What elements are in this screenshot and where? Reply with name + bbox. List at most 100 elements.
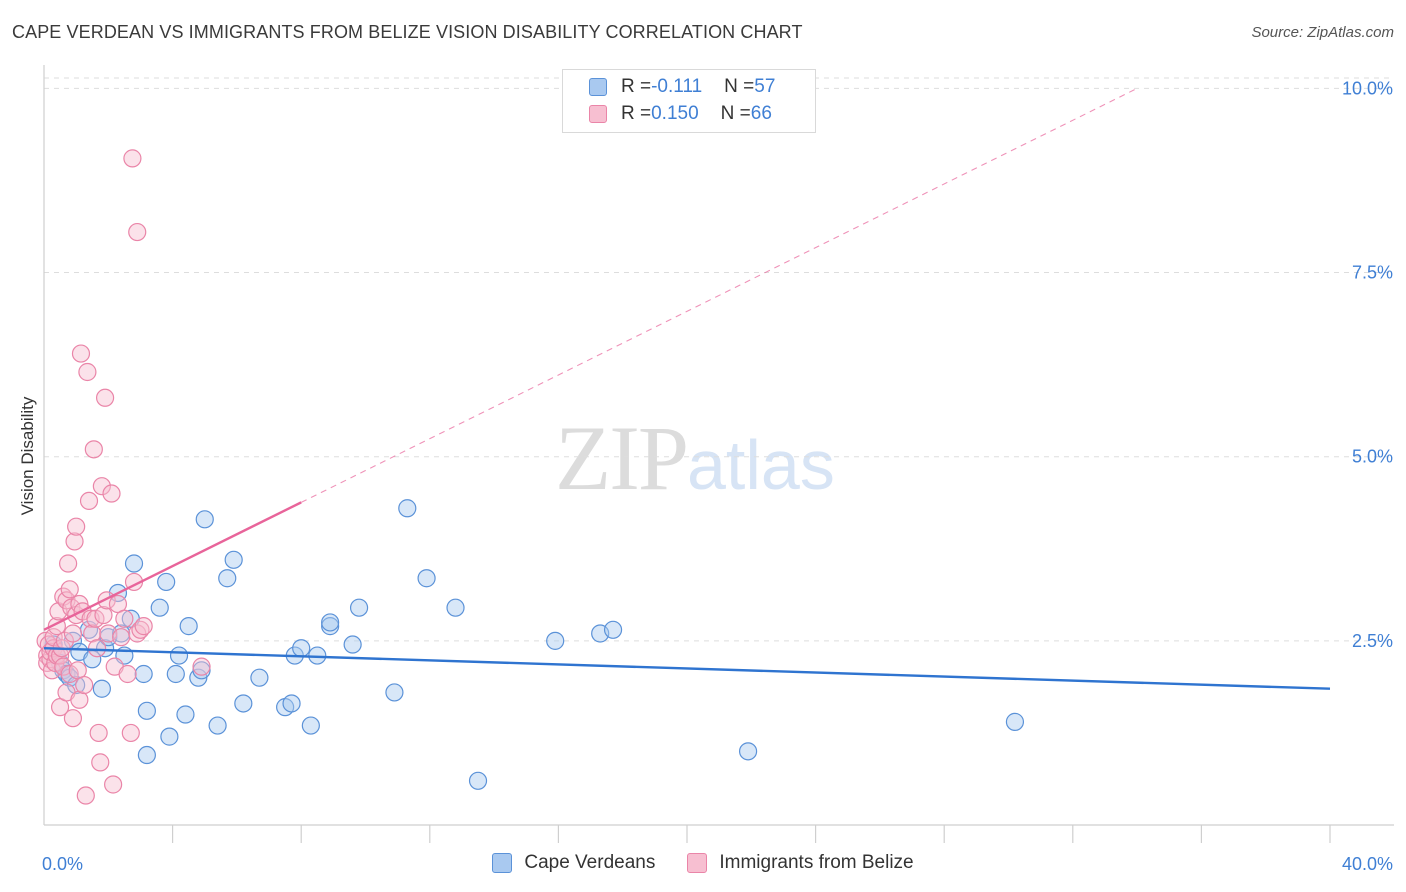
belize-point bbox=[50, 646, 70, 665]
series-legend: Cape Verdeans Immigrants from Belize bbox=[0, 852, 1406, 874]
n-label: N = bbox=[720, 103, 751, 124]
x-tick-label: 0.0% bbox=[42, 854, 83, 874]
belize-point bbox=[78, 362, 97, 382]
belize-point bbox=[134, 617, 153, 636]
legend-label: Immigrants from Belize bbox=[719, 852, 914, 873]
belize-point bbox=[54, 657, 73, 676]
belize-trend-line bbox=[43, 501, 302, 631]
belize-point bbox=[83, 624, 102, 643]
legend-item-belize[interactable]: Immigrants from Belize bbox=[687, 852, 914, 874]
belize-point bbox=[112, 628, 131, 647]
belize-trend-extension bbox=[300, 87, 1138, 503]
y-tick-label: 2.5% bbox=[1352, 631, 1393, 651]
belize-point bbox=[65, 532, 84, 551]
belize-point bbox=[95, 388, 115, 407]
legend-row-belize: R = 0.150 N = 66 bbox=[589, 103, 772, 125]
x-tick-label: 40.0% bbox=[1342, 854, 1393, 874]
axes bbox=[43, 65, 1394, 843]
r-value: -0.111 bbox=[651, 76, 703, 97]
cape-verdean-point bbox=[301, 716, 320, 735]
cape-verdean-point bbox=[169, 646, 189, 665]
cape-verdean-point bbox=[218, 569, 237, 588]
legend-item-cape-verdeans[interactable]: Cape Verdeans bbox=[492, 852, 655, 874]
cape-verdean-point bbox=[1005, 712, 1025, 731]
belize-point bbox=[104, 775, 123, 794]
belize-point bbox=[60, 580, 79, 599]
belize-point bbox=[75, 675, 94, 695]
legend-label: Cape Verdeans bbox=[524, 852, 656, 873]
belize-point bbox=[79, 491, 99, 511]
cape-verdean-point bbox=[195, 510, 214, 529]
cape-verdean-point bbox=[179, 617, 198, 636]
n-value: 57 bbox=[754, 76, 776, 97]
belize-point bbox=[89, 723, 108, 743]
belize-point bbox=[115, 609, 134, 628]
n-label: N = bbox=[724, 76, 755, 97]
y-tick-label: 5.0% bbox=[1352, 447, 1393, 467]
cape-verdean-point bbox=[234, 694, 253, 713]
cape-verdean-point bbox=[292, 639, 311, 658]
r-label: R = bbox=[621, 76, 652, 97]
cape-verdean-point bbox=[343, 635, 362, 654]
belize-point bbox=[87, 639, 107, 658]
blue-swatch-icon bbox=[492, 853, 513, 873]
belize-point bbox=[92, 477, 111, 496]
n-value: 66 bbox=[750, 103, 772, 124]
cape-verdean-point bbox=[176, 705, 195, 724]
belize-point bbox=[84, 440, 103, 459]
cape-verdean-point bbox=[250, 668, 269, 687]
pink-swatch-icon bbox=[589, 105, 607, 123]
cape-verdean-trend-line bbox=[43, 647, 1331, 690]
pink-swatch-icon bbox=[687, 853, 708, 873]
cape-verdean-point bbox=[166, 664, 185, 684]
cape-verdean-point bbox=[208, 716, 227, 735]
cape-verdean-point bbox=[137, 701, 156, 720]
chart-title: CAPE VERDEAN VS IMMIGRANTS FROM BELIZE V… bbox=[12, 22, 803, 42]
belize-point bbox=[63, 709, 83, 728]
belize-point bbox=[102, 484, 121, 503]
cape-verdean-point bbox=[134, 664, 153, 684]
watermark-zip: ZIP bbox=[555, 407, 689, 509]
cape-verdean-point bbox=[446, 598, 465, 617]
cape-verdean-point bbox=[546, 631, 565, 650]
cape-verdean-point bbox=[282, 694, 301, 713]
legend-row-cape-verdeans: R = -0.111 N = 57 bbox=[589, 76, 775, 98]
belize-point bbox=[59, 554, 78, 573]
belize-point bbox=[128, 222, 147, 242]
trend-lines bbox=[43, 87, 1331, 690]
cape-verdean-point bbox=[124, 554, 144, 573]
cape-verdean-point bbox=[603, 620, 623, 639]
belize-point bbox=[70, 690, 89, 709]
belize-point bbox=[67, 517, 86, 536]
cape-verdean-point bbox=[160, 727, 179, 746]
cape-verdean-point bbox=[321, 613, 340, 632]
cape-verdean-point bbox=[150, 598, 169, 617]
belize-point bbox=[94, 605, 113, 625]
belize-point bbox=[76, 786, 95, 805]
r-value: 0.150 bbox=[651, 103, 699, 124]
r-label: R = bbox=[621, 103, 652, 124]
source-credit: Source: ZipAtlas.com bbox=[1251, 24, 1394, 41]
belize-point bbox=[91, 753, 110, 772]
gridlines bbox=[44, 77, 1394, 642]
cape-verdean-point bbox=[137, 745, 156, 765]
cape-verdean-point bbox=[417, 569, 436, 588]
y-tick-label: 10.0% bbox=[1342, 78, 1393, 98]
belize-point bbox=[71, 344, 91, 363]
cape-verdean-point bbox=[468, 771, 488, 790]
watermark: ZIPatlas bbox=[555, 405, 835, 511]
belize-point bbox=[63, 624, 83, 643]
belize-point bbox=[118, 664, 137, 684]
cape-verdean-point bbox=[385, 683, 404, 702]
watermark-atlas: atlas bbox=[687, 426, 835, 504]
tick-labels: 2.5% 5.0% 7.5% 10.0% 0.0% 40.0% bbox=[42, 78, 1393, 874]
cape-verdean-point bbox=[738, 742, 758, 761]
cape-verdean-point bbox=[349, 598, 369, 617]
data-points bbox=[36, 149, 1025, 805]
belize-point bbox=[121, 723, 140, 743]
blue-swatch-icon bbox=[589, 78, 607, 96]
cape-verdean-point bbox=[224, 550, 243, 569]
correlation-legend: R = -0.111 N = 57 R = 0.150 N = 66 bbox=[562, 69, 816, 133]
y-tick-label: 7.5% bbox=[1352, 263, 1393, 283]
